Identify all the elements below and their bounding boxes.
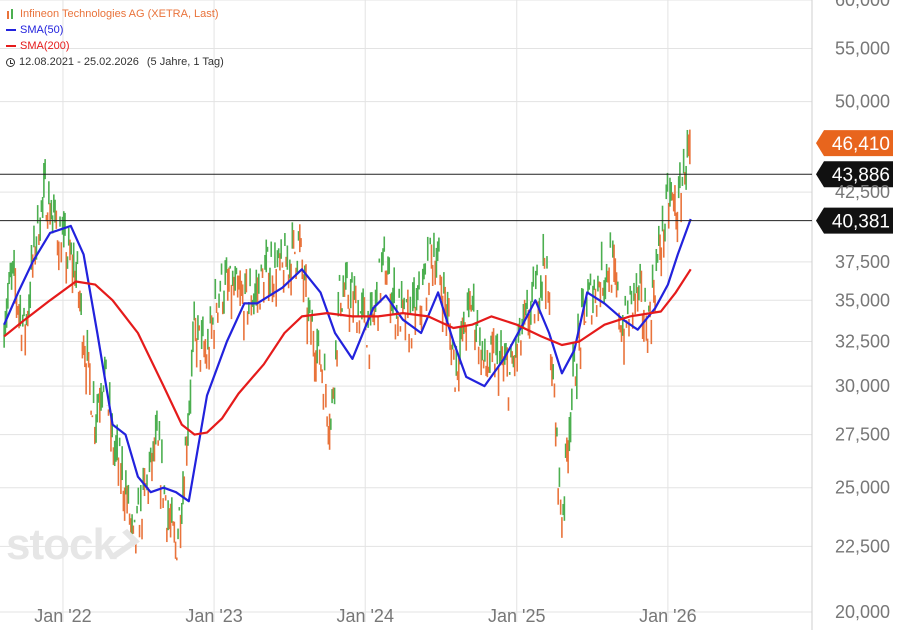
y-tick-label: 22,500 (835, 536, 890, 556)
clock-icon (6, 57, 15, 67)
level-label-bg (816, 207, 893, 234)
legend-item-sma50: SMA(50) (6, 22, 224, 38)
x-tick-label: Jan '25 (488, 606, 545, 626)
legend-label-sma200: SMA(200) (20, 40, 70, 52)
y-tick-label: 55,000 (835, 38, 890, 58)
y-tick-label: 37,500 (835, 252, 890, 272)
chart-legend: Infineon Technologies AG (XETRA, Last) S… (6, 6, 224, 70)
y-tick-label: 32,500 (835, 332, 890, 352)
line-swatch-icon (6, 45, 16, 47)
legend-label-price: Infineon Technologies AG (XETRA, Last) (20, 8, 219, 20)
y-tick-label: 42,500 (835, 182, 890, 202)
sma200-line (3, 268, 692, 436)
legend-item-sma200: SMA(200) (6, 38, 224, 54)
legend-label-sma50: SMA(50) (20, 24, 64, 36)
price-levels: 43,886 40,381 46,410 (0, 130, 893, 234)
candle-icon (6, 9, 16, 19)
watermark-logo: stock (6, 520, 140, 570)
level-label: 40,381 (832, 212, 890, 233)
y-tick-label: 27,500 (835, 425, 890, 445)
x-tick-label: Jan '22 (34, 606, 91, 626)
level-label-bg (816, 161, 893, 188)
last-value-label: 46,410 (832, 134, 890, 155)
legend-period: (5 Jahre, 1 Tag) (146, 56, 224, 68)
y-tick-label: 35,000 (835, 290, 890, 310)
y-tick-label: 30,000 (835, 376, 890, 396)
y-tick-label: 20,000 (835, 602, 890, 622)
level-label: 43,886 (832, 165, 890, 186)
line-swatch-icon (6, 29, 16, 31)
legend-item-price: Infineon Technologies AG (XETRA, Last) (6, 6, 224, 22)
x-tick-label: Jan '26 (639, 606, 696, 626)
chart-grid (0, 0, 813, 630)
y-tick-label: 60,000 (835, 0, 890, 10)
y-tick-label: 25,000 (835, 478, 890, 498)
legend-date-range: 12.08.2021 - 25.02.2026 (19, 56, 139, 68)
x-tick-label: Jan '23 (185, 606, 242, 626)
chart-axes: 20,000 22,500 25,000 27,500 30,000 32,500 35,0… (34, 0, 890, 626)
chart-series (3, 129, 692, 561)
legend-item-range: 12.08.2021 - 25.02.2026 (5 Jahre, 1 Tag) (6, 54, 224, 70)
y-tick-label: 50,000 (835, 92, 890, 112)
sma50-line (3, 218, 692, 503)
last-value-label-bg (816, 130, 893, 157)
x-tick-label: Jan '24 (336, 606, 393, 626)
